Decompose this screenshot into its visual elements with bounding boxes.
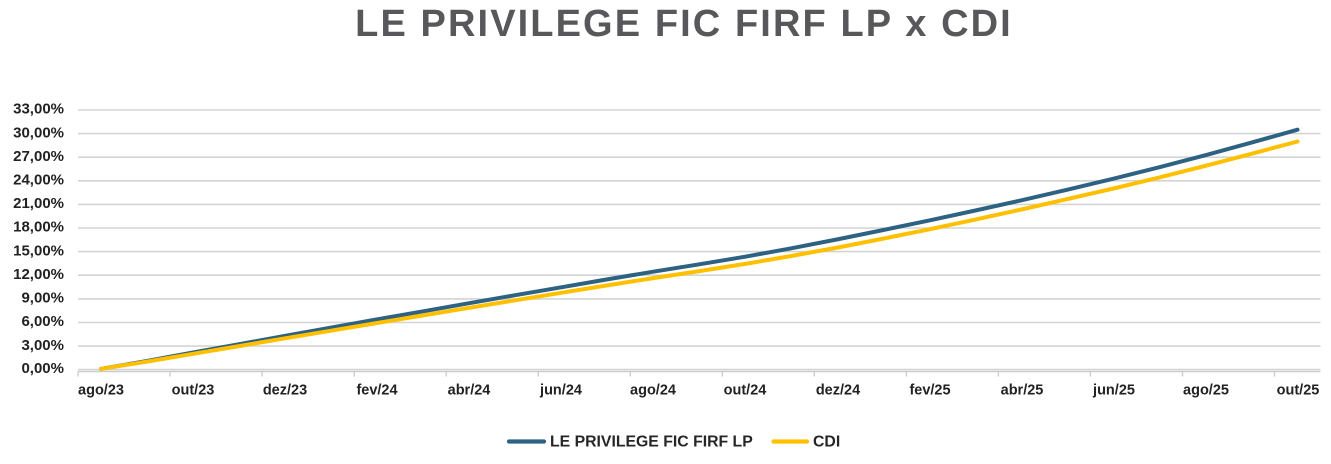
svg-text:12,00%: 12,00% — [13, 266, 64, 283]
svg-text:15,00%: 15,00% — [13, 242, 64, 259]
svg-text:6,00%: 6,00% — [21, 313, 64, 330]
svg-text:dez/24: dez/24 — [816, 383, 860, 399]
svg-text:21,00%: 21,00% — [13, 195, 64, 212]
svg-text:18,00%: 18,00% — [13, 219, 64, 236]
svg-text:ago/25: ago/25 — [1183, 383, 1229, 399]
svg-text:jun/25: jun/25 — [1092, 383, 1135, 399]
svg-text:out/24: out/24 — [724, 383, 767, 399]
svg-text:jun/24: jun/24 — [539, 383, 582, 399]
svg-text:abr/24: abr/24 — [448, 383, 491, 399]
svg-text:out/25: out/25 — [1277, 383, 1320, 399]
svg-text:ago/23: ago/23 — [78, 383, 124, 399]
svg-text:27,00%: 27,00% — [13, 148, 64, 165]
svg-text:3,00%: 3,00% — [21, 337, 64, 354]
svg-text:LE PRIVILEGE FIC FIRF LP: LE PRIVILEGE FIC FIRF LP — [550, 433, 753, 450]
svg-text:CDI: CDI — [813, 433, 840, 450]
svg-text:abr/25: abr/25 — [1001, 383, 1044, 399]
svg-text:30,00%: 30,00% — [13, 124, 64, 141]
svg-text:LE PRIVILEGE FIC FIRF LP x CDI: LE PRIVILEGE FIC FIRF LP x CDI — [355, 3, 1013, 45]
svg-text:ago/24: ago/24 — [630, 383, 676, 399]
svg-text:out/23: out/23 — [172, 383, 215, 399]
svg-text:24,00%: 24,00% — [13, 172, 64, 189]
svg-text:dez/23: dez/23 — [263, 383, 307, 399]
svg-text:0,00%: 0,00% — [21, 360, 64, 377]
svg-text:9,00%: 9,00% — [21, 290, 64, 307]
svg-text:fev/25: fev/25 — [909, 383, 950, 399]
svg-text:fev/24: fev/24 — [356, 383, 397, 399]
svg-text:33,00%: 33,00% — [13, 101, 64, 118]
